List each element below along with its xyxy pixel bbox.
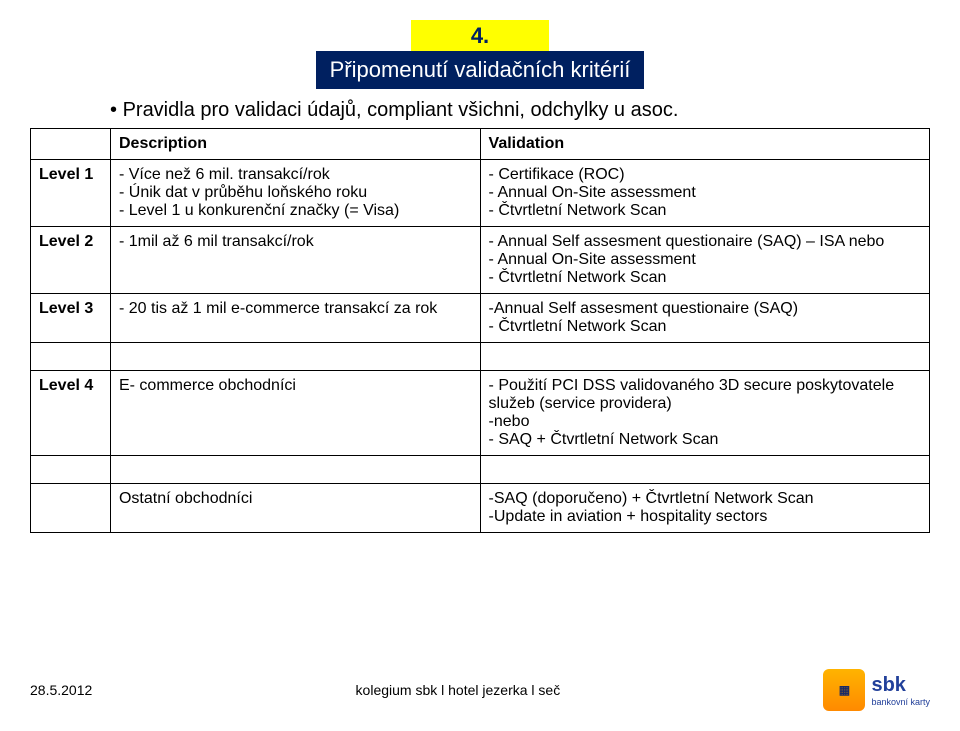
- table-row: Level 2 - 1mil až 6 mil transakcí/rok - …: [31, 226, 930, 293]
- desc-cell: - 1mil až 6 mil transakcí/rok: [110, 226, 480, 293]
- desc-cell: E- commerce obchodníci: [110, 370, 480, 455]
- val-cell: -Annual Self assesment questionaire (SAQ…: [480, 293, 929, 342]
- desc-cell: Ostatní obchodníci: [110, 483, 480, 532]
- logo-sub-text: bankovní karty: [871, 697, 930, 707]
- level-cell: [31, 483, 111, 532]
- val-cell: -SAQ (doporučeno) + Čtvrtletní Network S…: [480, 483, 929, 532]
- table-row: Level 1 - Více než 6 mil. transakcí/rok …: [31, 159, 930, 226]
- col-header-description: Description: [110, 128, 480, 159]
- footer-logo: ▦ sbk bankovní karty: [823, 669, 930, 711]
- val-cell: - Annual Self assesment questionaire (SA…: [480, 226, 929, 293]
- table-row: Level 3 - 20 tis až 1 mil e-commerce tra…: [31, 293, 930, 342]
- slide-footer: 28.5.2012 kolegium sbk l hotel jezerka l…: [30, 669, 930, 711]
- val-cell: - Certifikace (ROC) - Annual On-Site ass…: [480, 159, 929, 226]
- logo-main-text: sbk: [871, 674, 905, 696]
- validation-table: Description Validation Level 1 - Více ne…: [30, 128, 930, 533]
- level-cell: Level 3: [31, 293, 111, 342]
- slide-number-box: 4.: [411, 20, 549, 53]
- table-row: Ostatní obchodníci -SAQ (doporučeno) + Č…: [31, 483, 930, 532]
- footer-center: kolegium sbk l hotel jezerka l seč: [92, 682, 823, 698]
- col-header-blank: [31, 128, 111, 159]
- level-cell: Level 2: [31, 226, 111, 293]
- footer-date: 28.5.2012: [30, 682, 92, 698]
- logo-icon: ▦: [823, 669, 865, 711]
- col-header-validation: Validation: [480, 128, 929, 159]
- desc-cell: - 20 tis až 1 mil e-commerce transakcí z…: [110, 293, 480, 342]
- val-cell: - Použití PCI DSS validovaného 3D secure…: [480, 370, 929, 455]
- slide-subtitle-box: Připomenutí validačních kritérií: [316, 51, 645, 89]
- level-cell: Level 1: [31, 159, 111, 226]
- slide-bullet: Pravidla pro validaci údajů, compliant v…: [110, 99, 930, 122]
- spacer-row: [31, 342, 930, 370]
- table-row: Level 4 E- commerce obchodníci - Použití…: [31, 370, 930, 455]
- spacer-row: [31, 455, 930, 483]
- slide-header: 4. Připomenutí validačních kritérií: [30, 20, 930, 89]
- desc-cell: - Více než 6 mil. transakcí/rok - Únik d…: [110, 159, 480, 226]
- level-cell: Level 4: [31, 370, 111, 455]
